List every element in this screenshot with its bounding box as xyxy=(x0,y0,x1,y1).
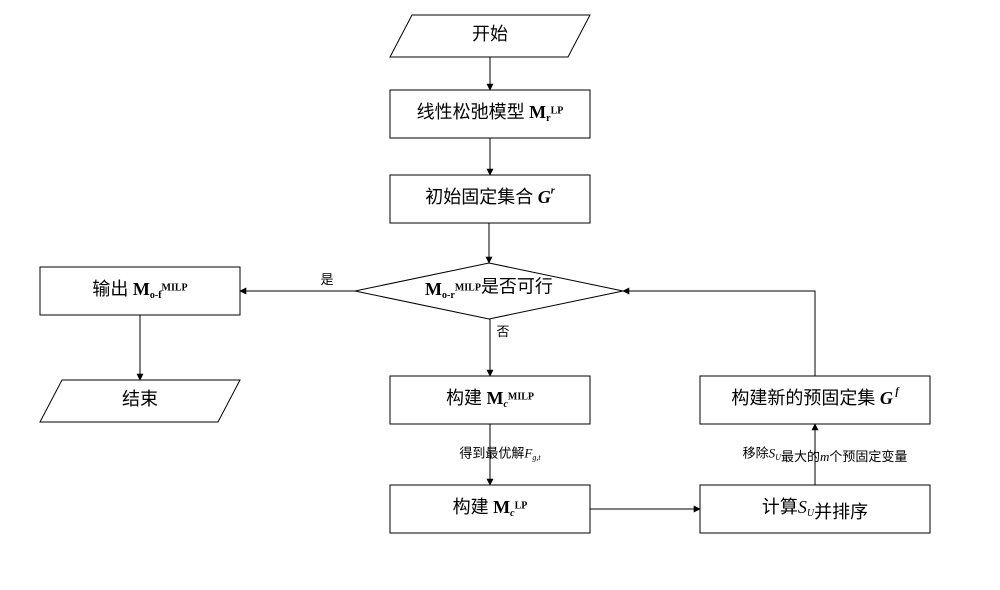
flowchart-canvas: 开始线性松弛模型 MrLP初始固定集合 GrMo-rMILP是否可行输出 Mo-… xyxy=(0,0,1000,590)
edge-gf-dec xyxy=(623,291,815,376)
node-start-label: 开始 xyxy=(472,24,508,44)
edge-dec-mc_milp xyxy=(489,319,490,376)
edge-su-gf-label: 移除SU最大的m个预固定变量 xyxy=(743,445,908,464)
edge-dec-out-label: 是 xyxy=(320,272,333,287)
node-gf-label: 构建新的预固定集 G f xyxy=(731,387,900,408)
node-lp-label: 线性松弛模型 MrLP xyxy=(417,102,564,124)
edge-dec-mc_milp-label: 否 xyxy=(496,324,509,339)
node-end-label: 结束 xyxy=(122,389,158,409)
edge-gr-dec xyxy=(489,223,490,263)
edge-mc_milp-mc_lp-label: 得到最优解Fg,t xyxy=(459,445,541,461)
node-gr-label: 初始固定集合 Gr xyxy=(425,186,555,207)
